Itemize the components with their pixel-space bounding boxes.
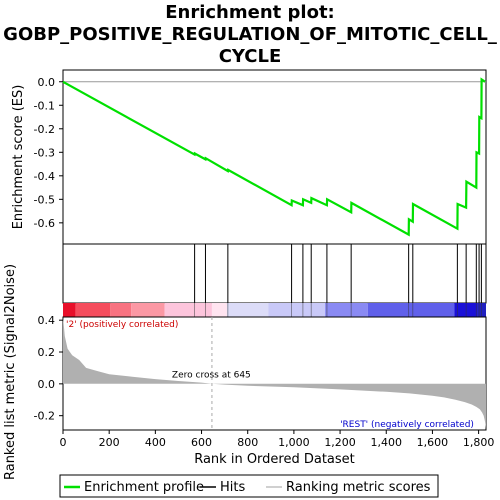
metric-ytick-label: 0.2 [38, 346, 56, 359]
es-ytick-label: -0.2 [34, 123, 55, 136]
color-bar-segment [211, 303, 227, 317]
xtick-label: 400 [145, 436, 166, 449]
color-bar-segment [75, 303, 111, 317]
xtick-label: 1,200 [324, 436, 356, 449]
xtick-label: 1,800 [463, 436, 495, 449]
xtick-label: 1,000 [278, 436, 310, 449]
title-line-2: CYCLE [219, 46, 282, 67]
color-bar-segment [63, 303, 76, 317]
color-bar-segment [110, 303, 132, 317]
positive-label: '2' (positively correlated) [66, 320, 178, 330]
color-bar-segment [164, 303, 212, 317]
legend-label: Enrichment profile [84, 480, 204, 495]
negative-label: 'REST' (negatively correlated) [340, 420, 474, 430]
metric-ytick-label: 0.0 [38, 378, 56, 391]
metric-frame [62, 316, 487, 431]
es-ytick-label: 0.0 [38, 76, 56, 89]
es-panel: 0.0 -0.1 -0.2 -0.3 -0.4 -0.5 -0.6 Enrichment sc… [11, 69, 487, 245]
metric-ytick-label: -0.2 [34, 410, 55, 423]
color-bar-segment [131, 303, 165, 317]
xtick-label: 600 [191, 436, 212, 449]
title-line-1: GOBP_POSITIVE_REGULATION_OF_MITOTIC_CELL… [3, 24, 497, 45]
color-bar-segment [325, 303, 368, 317]
title-line-0: Enrichment plot: [165, 2, 335, 23]
es-ytick-label: -0.5 [34, 193, 55, 206]
hits-panel [62, 243, 487, 304]
metric-ytick-label: 0.4 [38, 314, 56, 327]
legend-label: Ranking metric scores [286, 480, 431, 495]
es-ytick-label: -0.4 [34, 170, 55, 183]
metric-panel: Zero cross at 645 '2' (positively correla… [3, 264, 494, 480]
es-ytick-label: -0.6 [34, 217, 55, 230]
color-bar [63, 303, 486, 317]
legend-frame [59, 474, 439, 498]
legend: Enrichment profile Hits Ranking metric sco… [59, 474, 439, 498]
chart-title: Enrichment plot:GOBP_POSITIVE_REGULATION… [3, 2, 497, 67]
zero-cross-label: Zero cross at 645 [172, 370, 251, 380]
xtick-label: 0 [60, 436, 67, 449]
es-ytick-label: -0.3 [34, 146, 55, 159]
metric-ylabel: Ranked list metric (Signal2Noise) [3, 264, 18, 480]
xtick-label: 1,600 [417, 436, 449, 449]
legend-label: Hits [220, 480, 245, 495]
xtick-label: 1,400 [371, 436, 403, 449]
xtick-label: 200 [99, 436, 120, 449]
xtick-label: 800 [237, 436, 258, 449]
metric-xlabel: Rank in Ordered Dataset [194, 452, 355, 467]
es-frame [62, 69, 487, 245]
color-bar-segment [226, 303, 269, 317]
es-ylabel: Enrichment score (ES) [11, 85, 26, 230]
hits-frame [62, 243, 487, 304]
color-bar-segment [268, 303, 326, 317]
color-bar-segment [367, 303, 455, 317]
es-ytick-label: -0.1 [34, 99, 55, 112]
enrichment-profile-line [62, 77, 486, 237]
